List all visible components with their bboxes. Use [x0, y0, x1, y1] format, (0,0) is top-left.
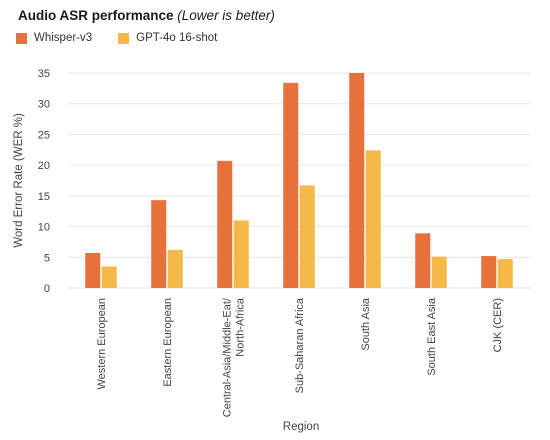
chart-legend: Whisper-v3 GPT-4o 16-shot — [16, 32, 243, 44]
bar-whisper — [151, 200, 167, 288]
bar-gpt4o — [431, 256, 447, 288]
bar-gpt4o — [233, 220, 249, 288]
bar-whisper — [85, 252, 101, 288]
x-tick-label: Eastern European — [162, 298, 174, 387]
bar-whisper — [283, 82, 299, 288]
x-tick-label: CJK (CER) — [492, 298, 504, 352]
legend-label-gpt4o: GPT-4o 16-shot — [136, 32, 218, 44]
y-tick-label: 15 — [38, 191, 50, 203]
bar-gpt4o — [101, 266, 117, 288]
bar-gpt4o — [299, 185, 315, 288]
chart-title-note: (Lower is better) — [177, 8, 275, 23]
y-tick-label: 20 — [38, 160, 50, 172]
chart-title: Audio ASR performance (Lower is better) — [18, 8, 275, 23]
legend-label-whisper: Whisper-v3 — [34, 32, 93, 44]
bar-whisper — [481, 256, 497, 288]
y-tick-label: 0 — [44, 283, 50, 295]
y-tick-label: 10 — [38, 222, 50, 234]
x-tick-label: South Asia — [360, 297, 372, 350]
x-tick-label-line: North-Africa — [235, 297, 247, 357]
legend-item-whisper: Whisper-v3 — [16, 32, 92, 44]
y-tick-label: 5 — [44, 252, 50, 264]
bar-gpt4o — [365, 150, 381, 288]
chart-title-main: Audio ASR performance — [18, 8, 174, 23]
legend-swatch-whisper — [16, 32, 27, 44]
x-tick-label: Sub-Saharan Africa — [294, 297, 306, 393]
x-tick-label-line: CJK (CER) — [492, 298, 504, 352]
x-tick-label: South East Asia — [426, 297, 438, 376]
x-tick-label-line: South Asia — [360, 297, 372, 350]
x-axis-title: Region — [283, 421, 319, 433]
legend-swatch-gpt4o — [118, 32, 130, 44]
x-tick-label: Central-Asia/Middle-Eat/North-Africa — [222, 297, 247, 417]
y-axis-title: Word Error Rate (WER %) — [13, 113, 25, 248]
x-tick-label-line: South East Asia — [426, 297, 438, 376]
x-tick-label-line: Western European — [96, 298, 108, 390]
x-tick-label-line: Eastern European — [162, 298, 174, 387]
x-tick-label: Western European — [96, 298, 108, 390]
y-tick-label: 25 — [38, 129, 50, 141]
y-tick-label: 30 — [38, 99, 50, 111]
x-tick-label-line: Sub-Saharan Africa — [294, 297, 306, 393]
bar-gpt4o — [167, 249, 183, 288]
y-tick-label: 35 — [38, 68, 50, 80]
bar-whisper — [415, 233, 431, 288]
legend-item-gpt4o: GPT-4o 16-shot — [118, 32, 217, 44]
bar-gpt4o — [497, 259, 513, 288]
bar-whisper — [349, 73, 365, 288]
x-tick-label-line: Central-Asia/Middle-Eat/ — [222, 297, 234, 417]
bar-whisper — [217, 160, 233, 288]
